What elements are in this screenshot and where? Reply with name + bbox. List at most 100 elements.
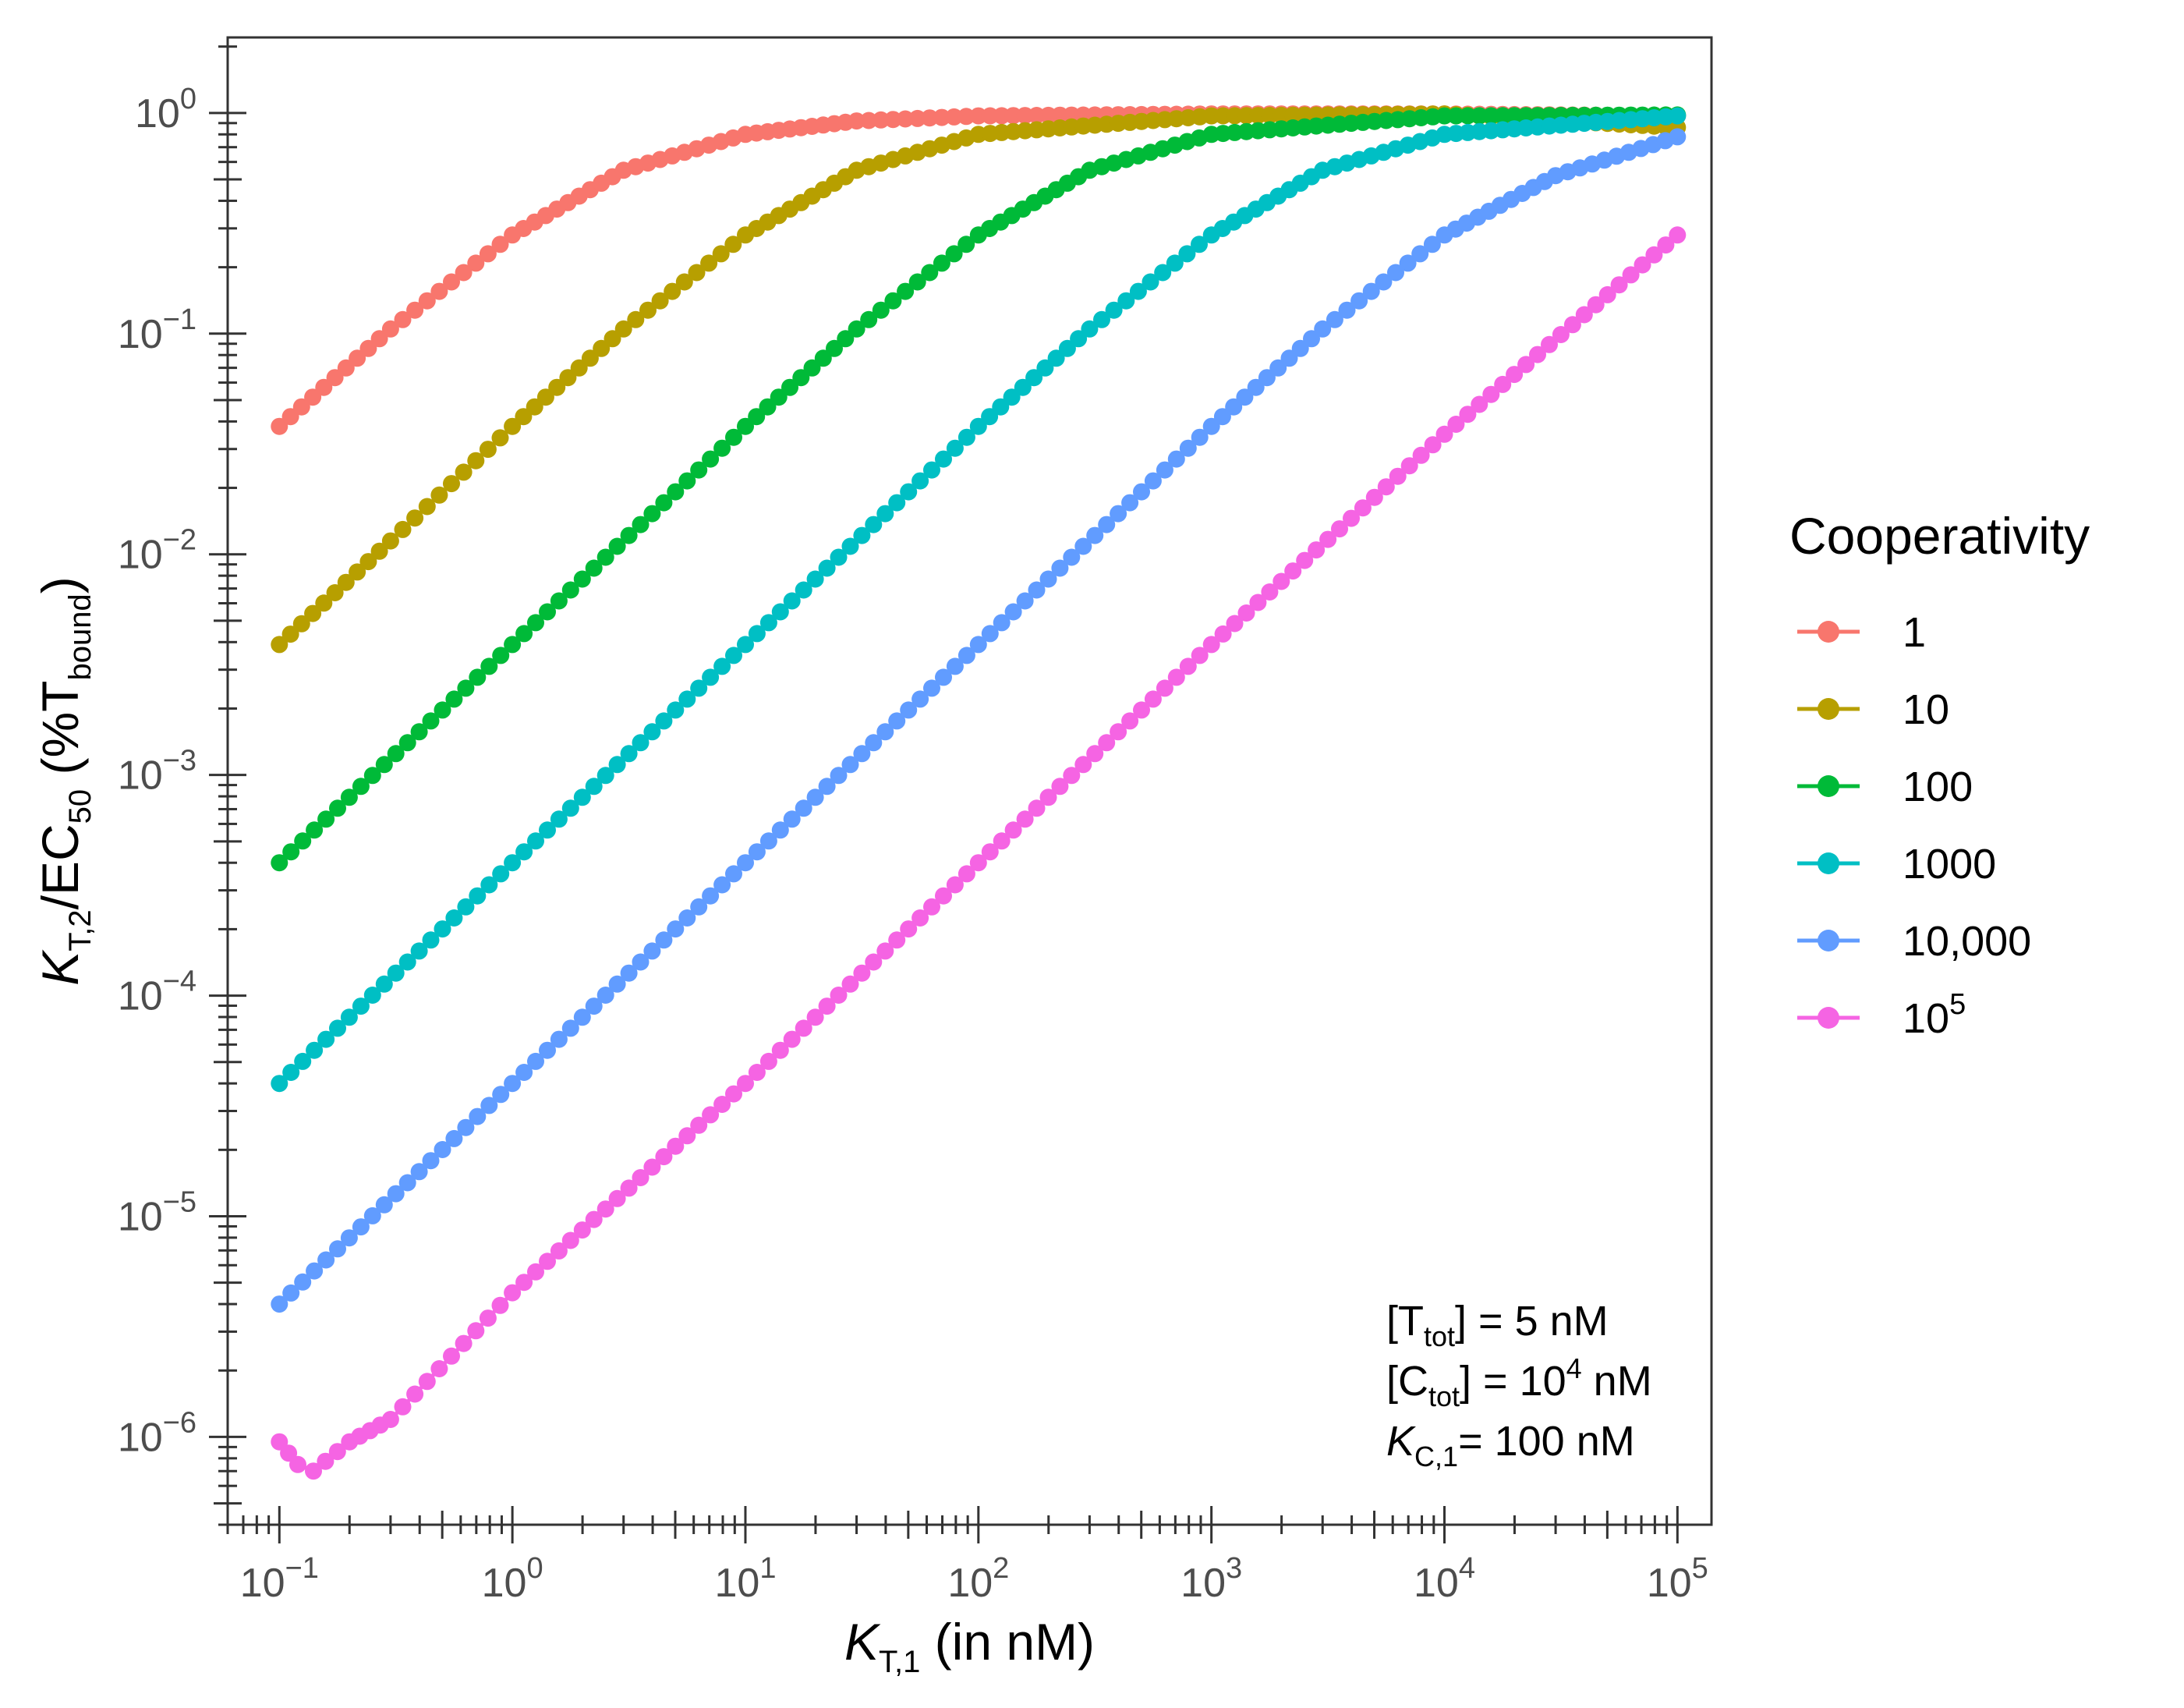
plot-area [226,36,1713,1526]
series-line [278,112,1678,647]
data-point [326,584,344,601]
data-point [479,441,497,459]
series-10,000 [271,128,1687,1313]
data-point [304,388,322,406]
data-point [455,463,473,481]
data-point [848,320,865,338]
data-point [1236,388,1254,406]
data-point [1280,349,1298,367]
data-point [445,1129,463,1147]
data-point [651,292,669,310]
data-point [865,953,883,971]
data-point [1121,494,1139,512]
data-point [632,734,650,752]
data-point [853,745,871,763]
data-point [585,998,603,1015]
data-point [957,108,975,126]
data-point [632,953,650,971]
y-tick-label: 10−3 [118,745,196,799]
data-point [1459,406,1477,423]
data-point [271,636,288,654]
data-point [445,690,463,708]
data-point [1074,537,1092,555]
data-point [394,1398,412,1416]
data-point [795,799,812,817]
data-point [935,887,952,905]
data-point [848,112,865,130]
data-point [294,832,312,850]
series-layer [271,105,1687,1480]
data-point [1331,520,1348,538]
data-point [1202,636,1220,654]
data-point [620,1179,638,1197]
data-point [969,417,987,435]
data-point [1133,701,1150,719]
data-point [1412,446,1430,464]
data-point [748,408,766,426]
legend-label: 10 [1903,686,1949,733]
data-point [363,1207,381,1224]
data-point [1494,375,1512,393]
legend-key-marker [1818,698,1839,720]
data-point [294,1052,312,1070]
data-point [957,428,975,446]
data-point [352,998,370,1015]
data-point [292,398,310,416]
legend-key-marker [1818,852,1839,874]
data-point [748,843,766,861]
data-point [387,964,405,982]
data-point [329,799,346,817]
data-point [1105,301,1123,319]
data-point [759,1052,777,1070]
data-point [561,1019,579,1037]
data-point [329,1019,346,1037]
data-point [818,998,836,1015]
data-point [908,273,926,291]
legend-entry: 10,000 [1797,918,2031,965]
data-point [467,254,485,272]
data-point [1117,292,1135,310]
data-point [992,398,1010,416]
data-point [724,236,742,253]
data-point [504,417,522,435]
data-point [643,1158,661,1176]
data-point [725,647,742,664]
data-point [1435,425,1453,443]
plot-border [226,36,1713,1526]
data-point [271,854,288,872]
data-point [897,282,915,300]
data-point [352,1218,370,1236]
y-tick-label: 10−4 [118,966,196,1019]
data-point [969,854,987,872]
data-point [539,821,556,839]
data-point [363,767,381,785]
data-point [527,832,544,850]
data-point [655,712,673,730]
data-point [675,273,693,291]
data-point [792,369,810,387]
data-point [504,1284,522,1302]
data-point [282,843,300,861]
data-point [678,472,696,490]
data-point [294,1273,312,1291]
series-1 [271,105,1687,435]
data-point [946,439,964,457]
data-point [690,679,708,697]
data-point [491,236,509,253]
data-point [841,975,859,993]
data-point [281,625,299,643]
data-point [737,636,754,654]
data-point [935,668,952,686]
data-point [620,745,638,763]
data-point [725,865,742,883]
data-point [759,832,777,850]
data-point [957,865,975,883]
data-point [1144,472,1162,490]
data-point [830,767,848,785]
data-point [639,301,657,319]
data-point [1482,385,1500,403]
data-point [1098,734,1116,752]
data-point [969,636,987,654]
data-point [981,408,999,426]
data-point [387,745,405,763]
